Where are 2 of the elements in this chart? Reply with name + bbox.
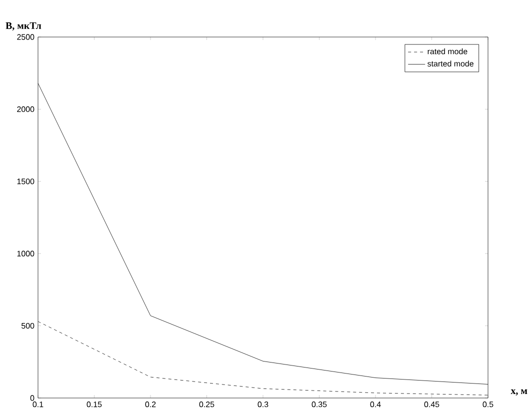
x-axis-title: x, м <box>510 389 528 396</box>
y-axis-title: B, мкТл <box>6 22 42 30</box>
